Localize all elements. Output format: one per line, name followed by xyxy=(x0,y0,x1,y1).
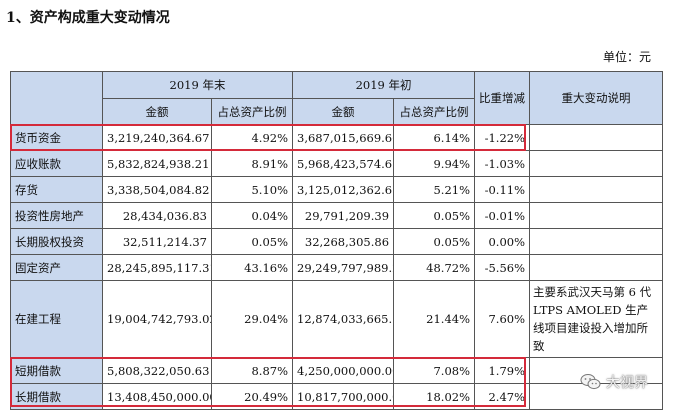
ratio-change: 0.00% xyxy=(474,228,531,255)
row-item: 在建工程 xyxy=(10,280,103,358)
end-amount: 5,832,824,938.21 xyxy=(102,150,212,177)
row-item: 长期借款 xyxy=(10,383,103,410)
ratio-change: -1.22% xyxy=(474,124,531,151)
begin-share: 18.02% xyxy=(393,383,476,410)
begin-share: 6.14% xyxy=(393,124,476,151)
ratio-change: -1.03% xyxy=(474,150,531,177)
begin-amount: 32,268,305.86 xyxy=(292,228,395,255)
header-begin-amount: 金额 xyxy=(292,98,395,125)
begin-amount: 12,874,033,665.30 xyxy=(292,280,395,358)
end-amount: 19,004,742,793.02 xyxy=(102,280,212,358)
watermark-text: 大视界 xyxy=(606,375,648,391)
row-item: 存货 xyxy=(10,176,103,203)
begin-amount: 29,791,209.39 xyxy=(292,202,395,229)
table-row: 货币资金 3,219,240,364.67 4.92% 3,687,015,66… xyxy=(10,124,664,151)
asset-composition-table: 2019 年末 2019 年初 比重增减 重大变动说明 金额 占总资产比例 金额… xyxy=(10,71,664,410)
end-amount: 28,434,036.83 xyxy=(102,202,212,229)
row-item: 长期股权投资 xyxy=(10,228,103,255)
explanation xyxy=(529,254,664,281)
header-year-begin: 2019 年初 xyxy=(292,71,476,99)
end-share: 43.16% xyxy=(210,254,294,281)
begin-amount: 29,249,797,989.24 xyxy=(292,254,395,281)
wechat-icon xyxy=(580,373,602,391)
table-row: 在建工程 19,004,742,793.02 29.04% 12,874,033… xyxy=(10,280,664,358)
end-amount: 5,808,322,050.63 xyxy=(102,357,212,384)
header-end-amount: 金额 xyxy=(102,98,212,125)
table-row: 应收账款 5,832,824,938.21 8.91% 5,968,423,57… xyxy=(10,150,664,177)
ratio-change: 7.60% xyxy=(474,280,531,358)
row-item: 货币资金 xyxy=(10,124,103,151)
header-explanation: 重大变动说明 xyxy=(529,71,664,125)
ratio-change: -0.11% xyxy=(474,176,531,203)
end-share: 20.49% xyxy=(210,383,294,410)
ratio-change: -5.56% xyxy=(474,254,531,281)
header-begin-share: 占总资产比例 xyxy=(393,98,476,125)
begin-share: 21.44% xyxy=(393,280,476,358)
begin-amount: 10,817,700,000.00 xyxy=(292,383,395,410)
unit-label: 单位：元 xyxy=(602,50,651,64)
begin-amount: 3,687,015,669.66 xyxy=(292,124,395,151)
end-share: 0.05% xyxy=(210,228,294,255)
end-share: 29.04% xyxy=(210,280,294,358)
explanation xyxy=(529,202,664,229)
watermark: 大视界 xyxy=(580,372,648,392)
end-share: 0.04% xyxy=(210,202,294,229)
explanation xyxy=(529,124,664,151)
table-row: 短期借款 5,808,322,050.63 8.87% 4,250,000,00… xyxy=(10,357,664,384)
end-amount: 3,219,240,364.67 xyxy=(102,124,212,151)
row-item: 应收账款 xyxy=(10,150,103,177)
row-item: 短期借款 xyxy=(10,357,103,384)
explanation xyxy=(529,150,664,177)
table-row: 固定资产 28,245,895,117.31 43.16% 29,249,797… xyxy=(10,254,664,281)
begin-share: 0.05% xyxy=(393,228,476,255)
ratio-change: 2.47% xyxy=(474,383,531,410)
begin-share: 7.08% xyxy=(393,357,476,384)
section-heading: 1、资产构成重大变动情况 xyxy=(6,10,170,26)
end-amount: 32,511,214.37 xyxy=(102,228,212,255)
header-ratio-change: 比重增减 xyxy=(474,71,531,125)
end-share: 8.87% xyxy=(210,357,294,384)
header-row-2: 金额 占总资产比例 金额 占总资产比例 xyxy=(11,98,663,125)
explanation xyxy=(529,228,664,255)
header-row-1: 2019 年末 2019 年初 比重增减 重大变动说明 xyxy=(10,71,664,125)
end-amount: 13,408,450,000.00 xyxy=(102,383,212,410)
explanation xyxy=(529,176,664,203)
begin-share: 48.72% xyxy=(393,254,476,281)
header-end-share: 占总资产比例 xyxy=(210,98,294,125)
begin-share: 9.94% xyxy=(393,150,476,177)
end-amount: 3,338,504,084.82 xyxy=(102,176,212,203)
header-item-blank xyxy=(10,71,103,125)
end-amount: 28,245,895,117.31 xyxy=(102,254,212,281)
end-share: 8.91% xyxy=(210,150,294,177)
begin-share: 0.05% xyxy=(393,202,476,229)
row-item: 投资性房地产 xyxy=(10,202,103,229)
table-row: 投资性房地产 28,434,036.83 0.04% 29,791,209.39… xyxy=(10,202,664,229)
table-row: 存货 3,338,504,084.82 5.10% 3,125,012,362.… xyxy=(10,176,664,203)
explanation: 主要系武汉天马第 6 代 LTPS AMOLED 生产线项目建设投入增加所致 xyxy=(529,280,664,358)
begin-amount: 3,125,012,362.61 xyxy=(292,176,395,203)
begin-amount: 4,250,000,000.00 xyxy=(292,357,395,384)
row-item: 固定资产 xyxy=(10,254,103,281)
table-row: 长期股权投资 32,511,214.37 0.05% 32,268,305.86… xyxy=(10,228,664,255)
begin-amount: 5,968,423,574.65 xyxy=(292,150,395,177)
ratio-change: 1.79% xyxy=(474,357,531,384)
ratio-change: -0.01% xyxy=(474,202,531,229)
table-row: 长期借款 13,408,450,000.00 20.49% 10,817,700… xyxy=(10,383,664,410)
end-share: 4.92% xyxy=(210,124,294,151)
header-year-end: 2019 年末 xyxy=(101,71,294,99)
end-share: 5.10% xyxy=(210,176,294,203)
begin-share: 5.21% xyxy=(393,176,476,203)
